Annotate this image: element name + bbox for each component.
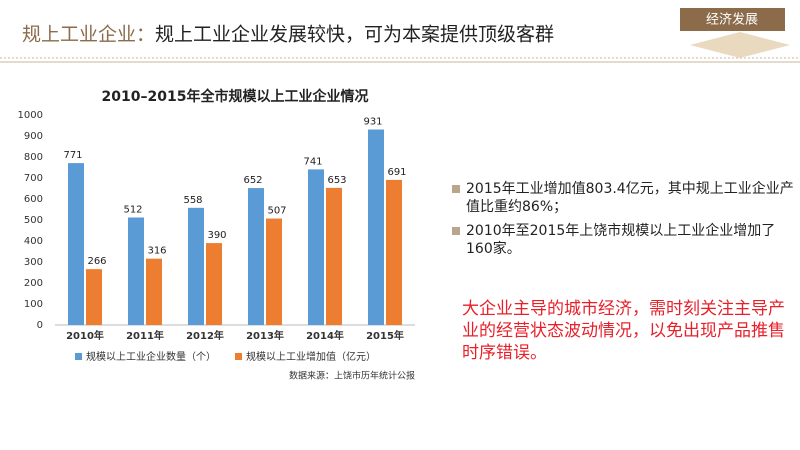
y-tick-label: 700 xyxy=(24,173,43,184)
data-label: 316 xyxy=(147,246,166,257)
bar xyxy=(266,218,282,325)
bullet: 2015年工业增加值803.4亿元，其中规上工业企业产值比重约86%； xyxy=(452,180,796,216)
data-label: 558 xyxy=(183,195,202,206)
y-tick-label: 300 xyxy=(24,257,43,268)
source: 数据来源：上饶市历年统计公报 xyxy=(289,370,415,382)
data-label: 931 xyxy=(363,116,382,127)
bar xyxy=(68,163,84,325)
y-tick-label: 1000 xyxy=(18,110,43,121)
decor xyxy=(690,32,790,58)
bar xyxy=(86,269,102,325)
data-label: 771 xyxy=(63,150,82,161)
data-label: 390 xyxy=(207,230,226,241)
data-label: 653 xyxy=(327,175,346,186)
bar xyxy=(206,243,222,325)
y-tick-label: 100 xyxy=(24,299,43,310)
y-tick-label: 500 xyxy=(24,215,43,226)
data-label: 507 xyxy=(267,206,286,217)
bullet: 2010年至2015年上饶市规模以上工业企业增加了160家。 xyxy=(452,222,796,258)
title-main: 规上工业企业发展较快，可为本案提供顶级客群 xyxy=(155,24,554,46)
y-tick-label: 900 xyxy=(24,131,43,142)
x-tick-label: 2010年 xyxy=(66,329,104,342)
bar xyxy=(308,169,324,325)
data-label: 741 xyxy=(303,156,322,167)
data-label: 652 xyxy=(243,175,262,186)
title-lead: 规上工业企业： xyxy=(22,24,155,46)
legend-swatch xyxy=(75,353,82,360)
legend-label: 规模以上工业增加值（亿元） xyxy=(246,350,376,363)
data-label: 266 xyxy=(87,256,106,267)
bar xyxy=(368,129,384,325)
data-label: 512 xyxy=(123,204,142,215)
y-tick-label: 0 xyxy=(37,320,43,331)
x-tick-label: 2012年 xyxy=(186,329,224,342)
x-tick-label: 2015年 xyxy=(366,329,404,342)
bar xyxy=(326,187,342,325)
tag-text: 经济发展 xyxy=(706,12,758,28)
y-tick-label: 400 xyxy=(24,236,43,247)
tag-box xyxy=(680,8,785,31)
bar xyxy=(386,179,402,325)
y-tick-label: 200 xyxy=(24,278,43,289)
x-tick-label: 2011年 xyxy=(126,329,164,342)
legend-label: 规模以上工业企业数量（个） xyxy=(86,350,216,363)
bar xyxy=(128,217,144,325)
y-tick-label: 600 xyxy=(24,194,43,205)
legend-swatch xyxy=(235,353,242,360)
x-tick-label: 2014年 xyxy=(306,329,344,342)
bar xyxy=(188,207,204,325)
bar xyxy=(146,258,162,325)
chart-title: 2010–2015年全市规模以上工业企业情况 xyxy=(102,88,369,105)
data-label: 691 xyxy=(387,167,406,178)
y-tick-label: 800 xyxy=(24,152,43,163)
note: 大企业主导的城市经济，需时刻关注主导产业的经营状态波动情况，以免出现产品推售时序… xyxy=(462,299,785,363)
x-tick-label: 2013年 xyxy=(246,329,284,342)
bar xyxy=(248,188,264,325)
